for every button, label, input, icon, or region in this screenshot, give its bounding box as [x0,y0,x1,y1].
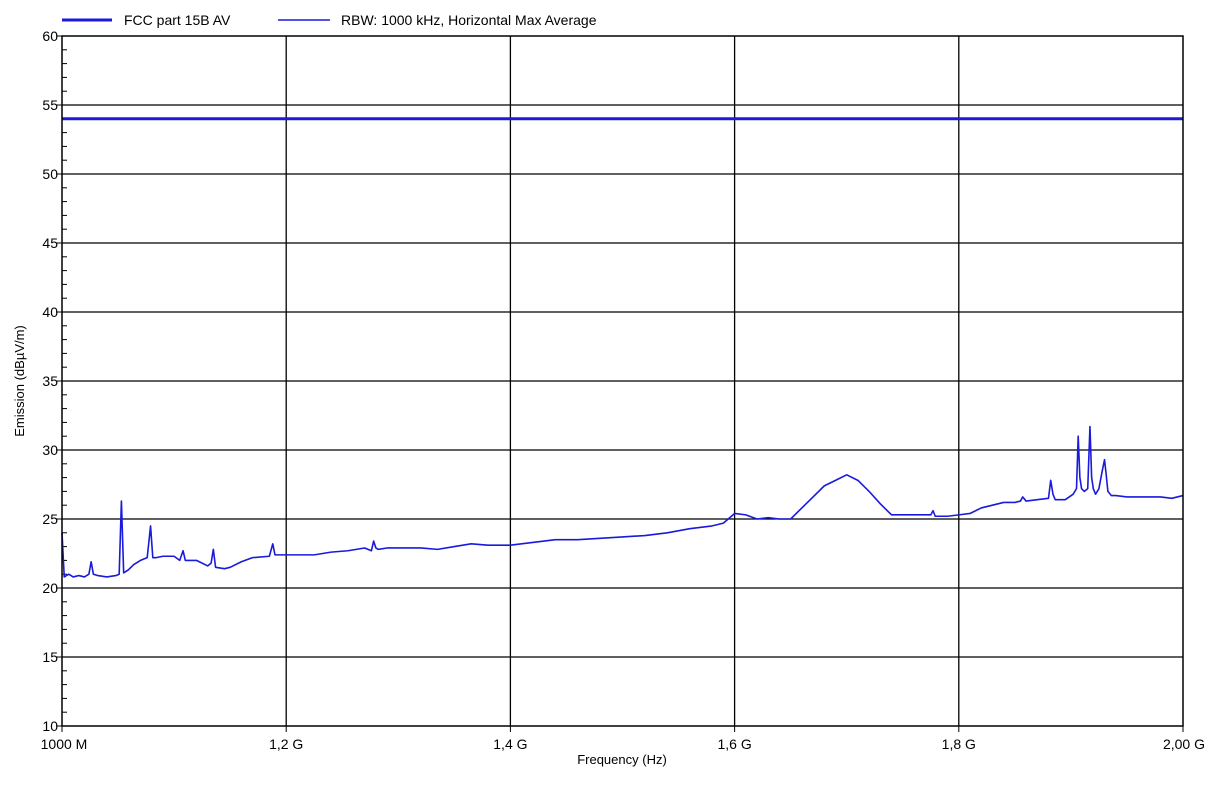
legend: FCC part 15B AV RBW: 1000 kHz, Horizonta… [62,12,597,28]
x-tick-label: 1,8 G [942,736,976,752]
x-tick-label: 1,6 G [717,736,751,752]
legend-label-limit: FCC part 15B AV [124,12,231,28]
y-tick-label: 20 [42,580,58,596]
x-tick-labels: 1000 M 1,2 G 1,4 G 1,6 G 1,8 G 2,00 G [41,736,1205,752]
x-tick-label: 1,4 G [493,736,527,752]
y-tick-label: 60 [42,28,58,44]
y-axis-title: Emission (dBµV/m) [12,325,27,437]
y-tick-label: 45 [42,235,58,251]
measurement-trace [61,425,1184,578]
y-tick-label: 10 [42,718,58,734]
y-tick-label: 25 [42,511,58,527]
plot-frame [61,35,1184,727]
x-tick-label: 1,2 G [269,736,303,752]
y-tick-labels: 10 15 20 25 30 35 40 45 50 55 60 [42,28,58,734]
y-tick-label: 40 [42,304,58,320]
series-layer [61,117,1184,578]
axis-ticks [56,35,1184,732]
y-tick-label: 15 [42,649,58,665]
y-tick-label: 30 [42,442,58,458]
y-tick-label: 55 [42,97,58,113]
y-tick-label: 35 [42,373,58,389]
legend-label-trace: RBW: 1000 kHz, Horizontal Max Average [341,12,597,28]
y-tick-label: 50 [42,166,58,182]
grid [62,36,1183,726]
x-axis-title: Frequency (Hz) [577,752,667,767]
x-tick-label: 2,00 G [1163,736,1205,752]
x-tick-label: 1000 M [41,736,88,752]
